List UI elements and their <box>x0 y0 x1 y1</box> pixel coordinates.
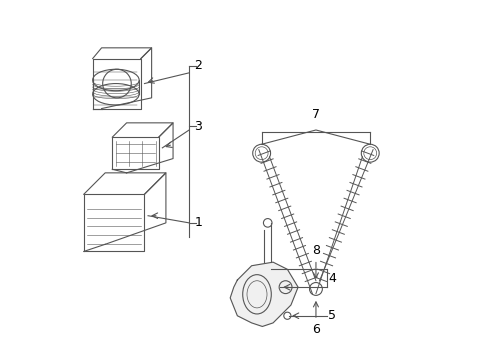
Text: 8: 8 <box>311 244 319 278</box>
Polygon shape <box>230 262 298 327</box>
Text: 4: 4 <box>328 272 336 285</box>
Text: 7: 7 <box>311 108 319 121</box>
Text: 2: 2 <box>194 59 202 72</box>
Text: 6: 6 <box>311 302 319 336</box>
Text: 1: 1 <box>194 216 202 229</box>
Text: 5: 5 <box>328 309 336 322</box>
Text: 3: 3 <box>194 120 202 133</box>
